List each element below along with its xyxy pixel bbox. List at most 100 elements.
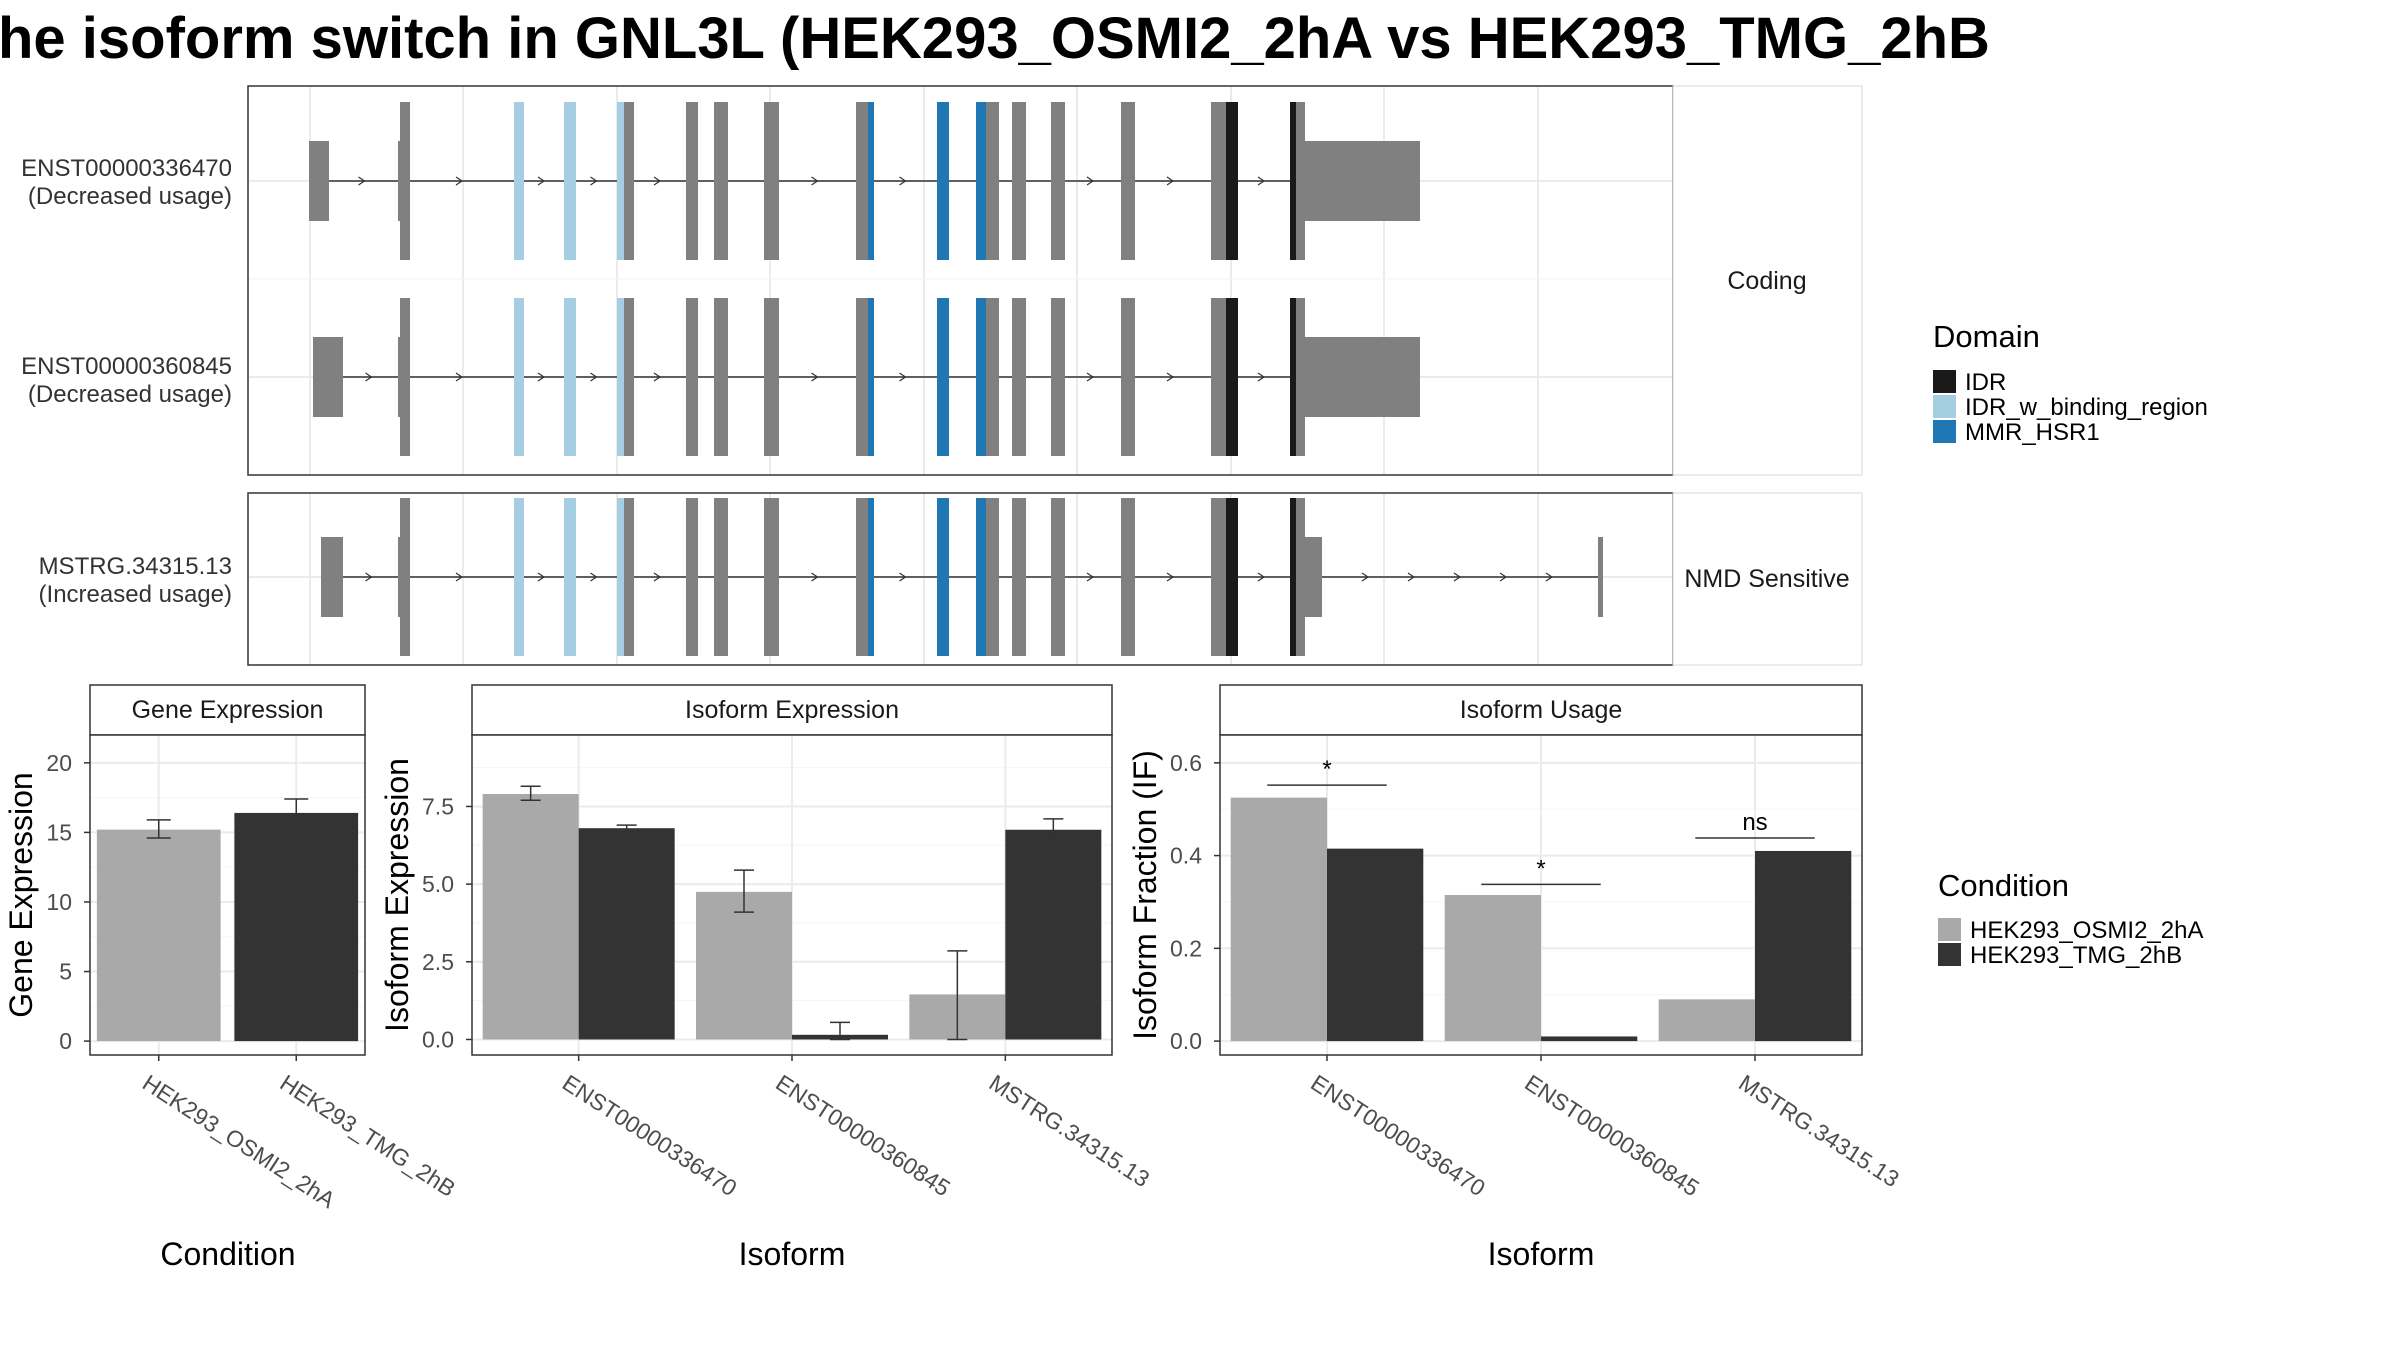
exon-idr-w-binding-region xyxy=(514,498,524,656)
exon-exon xyxy=(856,102,868,260)
legend-key-idr-w-binding-region xyxy=(1933,395,1956,418)
legend-label-tmg: HEK293_TMG_2hB xyxy=(1970,942,2182,969)
direction-arrow xyxy=(1499,572,1508,582)
figure-title: he isoform switch in GNL3L (HEK293_OSMI2… xyxy=(0,6,1990,71)
direction-arrow xyxy=(1166,372,1175,382)
direction-arrow xyxy=(1257,176,1266,186)
exon-exon xyxy=(714,298,728,456)
legend-key-mmr-hsr1 xyxy=(1933,420,1956,443)
exon xyxy=(321,537,343,617)
exon-idr-w-binding-region xyxy=(617,298,624,456)
transcript-structure: Coding NMD Sensitive ENST00000336470 (De… xyxy=(21,85,1863,666)
exon-mmr-hsr1 xyxy=(976,102,986,260)
x-tick-label: ENST00000360845 xyxy=(1520,1069,1704,1201)
direction-arrow xyxy=(1166,176,1175,186)
direction-arrow xyxy=(1086,572,1095,582)
y-tick-label: 5.0 xyxy=(422,871,454,897)
direction-arrow xyxy=(537,372,546,382)
exon-exon xyxy=(400,102,410,260)
direction-arrow xyxy=(653,176,662,186)
exon-idr xyxy=(1226,298,1238,456)
bar xyxy=(578,828,675,1040)
y-tick-label: 0 xyxy=(59,1028,72,1054)
significance-label: * xyxy=(1536,855,1545,882)
exon-exon xyxy=(624,498,634,656)
direction-arrow xyxy=(537,572,546,582)
transcript-usage-label: (Decreased usage) xyxy=(28,381,232,408)
legend-label-idr-w-binding-region: IDR_w_binding_region xyxy=(1965,394,2208,421)
exon-exon xyxy=(400,498,410,656)
exon xyxy=(398,337,401,417)
plot-border xyxy=(89,734,366,1056)
exon xyxy=(309,141,329,221)
exon-exon xyxy=(686,298,698,456)
y-tick-label: 0.2 xyxy=(1170,935,1202,961)
x-tick-label: ENST00000360845 xyxy=(771,1069,955,1201)
direction-arrow xyxy=(899,572,907,582)
transcript-usage-label: (Increased usage) xyxy=(39,581,232,608)
exon-exon xyxy=(714,498,728,656)
exon xyxy=(1298,337,1420,417)
direction-arrow xyxy=(358,176,366,186)
direction-arrow xyxy=(590,176,598,186)
x-tick-label: ENST00000336470 xyxy=(1306,1069,1490,1201)
exon-exon xyxy=(1121,102,1135,260)
strip-label-nmd-sensitive: NMD Sensitive xyxy=(1684,565,1849,593)
significance-label: * xyxy=(1322,756,1331,783)
exon-exon xyxy=(1012,298,1026,456)
exon-exon xyxy=(1051,498,1065,656)
transcript-usage-label: (Decreased usage) xyxy=(28,183,232,210)
transcript-id-label: MSTRG.34315.13 xyxy=(39,553,232,580)
exon-idr-w-binding-region xyxy=(514,102,524,260)
direction-arrow xyxy=(811,176,819,186)
exon-exon xyxy=(686,102,698,260)
exon-exon xyxy=(1211,298,1226,456)
strip-coding xyxy=(1672,85,1863,476)
exon-mmr-hsr1 xyxy=(868,102,874,260)
bar xyxy=(1327,848,1424,1042)
exon-exon xyxy=(1211,498,1226,656)
bar xyxy=(1755,850,1852,1042)
exon-exon xyxy=(1051,298,1065,456)
transcript-id-label: ENST00000336470 xyxy=(21,155,232,182)
exon-idr-w-binding-region xyxy=(564,298,576,456)
direction-arrow xyxy=(537,176,546,186)
exon-idr-w-binding-region xyxy=(617,498,624,656)
exon-idr xyxy=(1290,298,1296,456)
direction-arrow xyxy=(365,372,373,382)
direction-arrow xyxy=(455,372,464,382)
bar xyxy=(1444,895,1541,1042)
exon-idr xyxy=(1226,102,1238,260)
y-tick-label: 0.6 xyxy=(1170,750,1202,776)
y-tick-label: 0.0 xyxy=(1170,1028,1202,1054)
exon-exon xyxy=(714,102,728,260)
direction-arrow xyxy=(590,372,598,382)
significance-label: ns xyxy=(1742,809,1767,836)
direction-arrow xyxy=(811,572,819,582)
bar xyxy=(234,812,359,1042)
x-axis-title: Isoform xyxy=(1488,1236,1595,1272)
exon-idr-w-binding-region xyxy=(564,102,576,260)
condition-legend: Condition HEK293_OSMI2_2hA HEK293_TMG_2h… xyxy=(1938,868,2203,969)
exon-exon xyxy=(1051,102,1065,260)
exon-mmr-hsr1 xyxy=(868,498,874,656)
exon-mmr-hsr1 xyxy=(937,102,949,260)
exon-idr xyxy=(1290,102,1296,260)
legend-key-osmi2 xyxy=(1938,918,1961,941)
exon-idr-w-binding-region xyxy=(617,102,624,260)
y-tick-label: 7.5 xyxy=(422,793,454,819)
direction-arrow xyxy=(455,176,464,186)
exon-mmr-hsr1 xyxy=(868,298,874,456)
exon-mmr-hsr1 xyxy=(976,498,986,656)
direction-arrow xyxy=(590,572,598,582)
legend-key-idr xyxy=(1933,370,1956,393)
exon-exon xyxy=(764,102,779,260)
y-tick-label: 5 xyxy=(59,959,72,985)
exon xyxy=(313,337,343,417)
exon-exon xyxy=(764,498,779,656)
bar xyxy=(1230,797,1327,1042)
exon xyxy=(1298,141,1420,221)
x-tick-label: MSTRG.34315.13 xyxy=(985,1069,1155,1192)
bar xyxy=(1005,829,1102,1040)
y-tick-label: 0.0 xyxy=(422,1026,454,1052)
